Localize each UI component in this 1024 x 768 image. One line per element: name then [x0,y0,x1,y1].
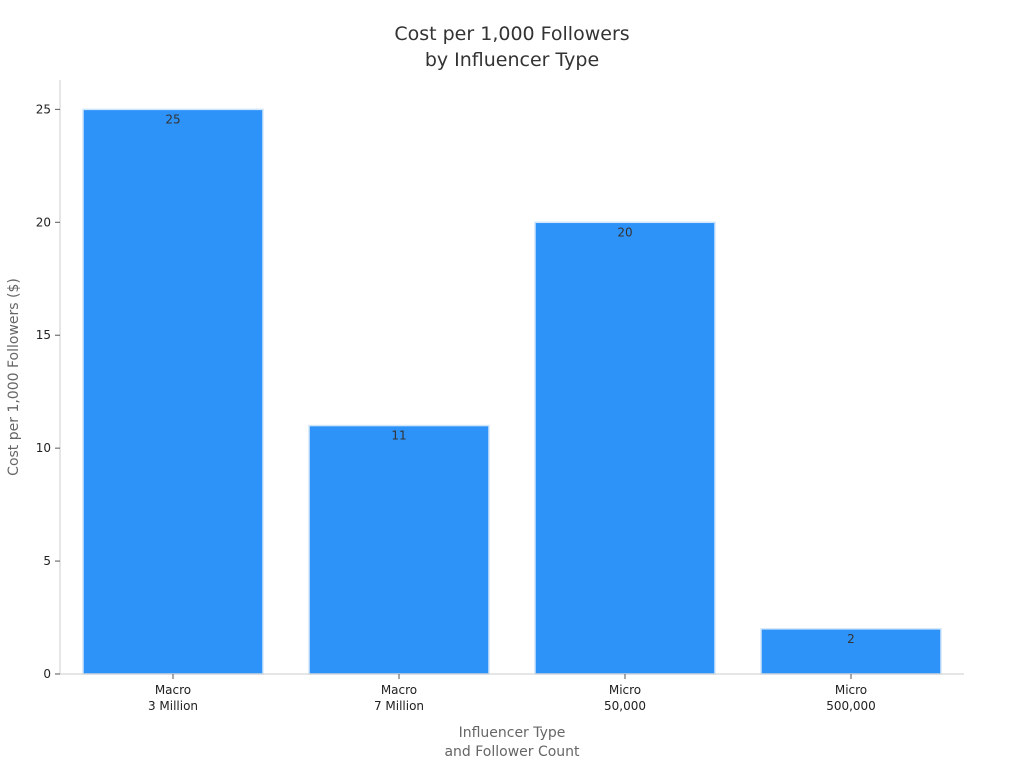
x-tick-label-3-1: 500,000 [826,699,876,713]
x-axis-title-line-2: and Follower Count [444,744,580,760]
bar-1 [308,424,490,675]
bars-group [82,108,942,675]
x-tick-label-2-0: Micro [609,683,641,697]
data-label-3: 2 [847,632,855,646]
data-label-1: 11 [391,429,406,443]
y-tick-label-0: 0 [43,667,51,681]
x-axis-title: Influencer Type and Follower Count [444,725,580,760]
chart-title-line-2: by Influencer Type [425,49,599,71]
y-tick-label-5: 25 [36,102,51,116]
y-tick-label-4: 20 [36,215,51,229]
bar-3 [760,628,942,675]
bar-2 [534,221,716,675]
x-tick-label-2-1: 50,000 [604,699,646,713]
y-tick-label-3: 15 [36,328,51,342]
data-label-0: 25 [165,112,180,126]
data-label-2: 20 [617,225,632,239]
y-axis-ticks: 0 5 10 15 20 25 [36,102,60,681]
x-tick-label-0-0: Macro [155,683,191,697]
x-tick-label-1-1: 7 Million [374,699,424,713]
y-axis-title: Cost per 1,000 Followers ($) [6,278,22,476]
x-tick-label-0-1: 3 Million [148,699,198,713]
x-axis-ticks: Macro 3 Million Macro 7 Million Micro 50,000 M… [148,674,876,713]
data-labels-group: 25 11 20 2 [165,112,854,645]
x-tick-label-3-0: Micro [835,683,867,697]
y-tick-label-1: 5 [43,554,51,568]
bar-0 [82,108,264,675]
chart-title-line-1: Cost per 1,000 Followers [394,23,629,45]
y-tick-label-2: 10 [36,441,51,455]
chart-title: Cost per 1,000 Followers by Influencer T… [394,23,629,71]
x-tick-label-1-0: Macro [381,683,417,697]
x-axis-title-line-1: Influencer Type [459,725,566,741]
